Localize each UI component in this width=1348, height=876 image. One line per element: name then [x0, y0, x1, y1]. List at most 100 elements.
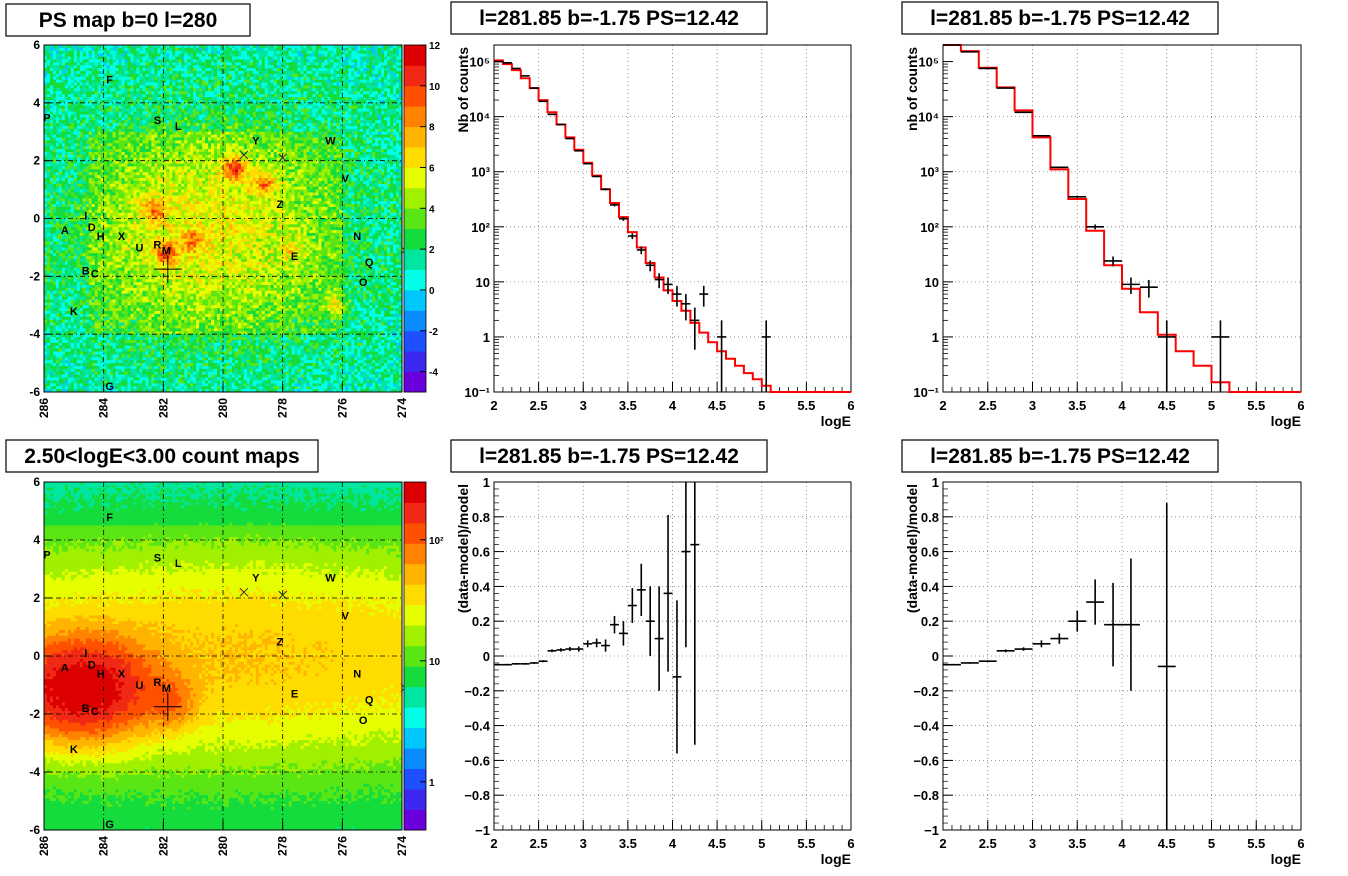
heatmap-cell: [68, 288, 71, 291]
heatmap-cell: [89, 236, 92, 239]
heatmap-cell: [53, 216, 56, 219]
heatmap-cell: [151, 106, 154, 109]
heatmap-cell: [154, 308, 157, 311]
heatmap-cell: [53, 175, 56, 178]
heatmap-cell: [86, 48, 89, 51]
heatmap-cell: [65, 80, 68, 83]
heatmap-cell: [77, 195, 80, 198]
heatmap-cell: [142, 129, 145, 132]
heatmap-cell: [77, 83, 80, 86]
heatmap-cell: [74, 103, 77, 106]
heatmap-cell: [59, 138, 62, 141]
heatmap-cell: [142, 94, 145, 97]
heatmap-cell: [110, 175, 113, 178]
heatmap-cell: [77, 164, 80, 167]
heatmap-cell: [101, 294, 104, 297]
heatmap-cell: [113, 323, 116, 326]
heatmap-cell: [151, 302, 154, 305]
heatmap-cell: [119, 155, 122, 158]
heatmap-cell: [136, 219, 139, 222]
heatmap-cell: [142, 337, 145, 340]
heatmap-cell: [74, 74, 77, 77]
heatmap-cell: [80, 233, 83, 236]
heatmap-cell: [134, 285, 137, 288]
heatmap-cell: [95, 187, 98, 190]
heatmap-cell: [142, 138, 145, 141]
heatmap-cell: [104, 117, 107, 120]
heatmap-cell: [56, 114, 59, 117]
heatmap-cell: [125, 100, 128, 103]
heatmap-cell: [83, 305, 86, 308]
heatmap-cell: [107, 207, 110, 210]
heatmap-cell: [116, 311, 119, 314]
heatmap-cell: [125, 103, 128, 106]
heatmap-cell: [122, 201, 125, 204]
heatmap-cell: [95, 378, 98, 381]
heatmap-cell: [110, 88, 113, 91]
heatmap-cell: [134, 201, 137, 204]
heatmap-cell: [128, 161, 131, 164]
heatmap-cell: [148, 48, 151, 51]
heatmap-cell: [113, 57, 116, 60]
heatmap-cell: [166, 91, 169, 94]
heatmap-cell: [128, 59, 131, 62]
heatmap-cell: [148, 357, 151, 360]
heatmap-cell: [68, 245, 71, 248]
heatmap-cell: [62, 126, 65, 129]
heatmap-cell: [122, 207, 125, 210]
heatmap-cell: [86, 360, 89, 363]
heatmap-cell: [104, 357, 107, 360]
heatmap-cell: [47, 268, 50, 271]
heatmap-cell: [92, 366, 95, 369]
heatmap-cell: [110, 328, 113, 331]
heatmap-cell: [71, 230, 74, 233]
heatmap-cell: [154, 224, 157, 227]
heatmap-cell: [77, 62, 80, 65]
heatmap-cell: [125, 114, 128, 117]
heatmap-cell: [128, 143, 131, 146]
heatmap-cell: [68, 357, 71, 360]
heatmap-cell: [110, 65, 113, 68]
heatmap-cell: [148, 337, 151, 340]
heatmap-cell: [134, 372, 137, 375]
heatmap-cell: [128, 91, 131, 94]
heatmap-cell: [71, 51, 74, 54]
heatmap-cell: [145, 74, 148, 77]
heatmap-cell: [77, 106, 80, 109]
heatmap-cell: [154, 135, 157, 138]
heatmap-cell: [92, 207, 95, 210]
heatmap-cell: [139, 85, 142, 88]
heatmap-cell: [128, 363, 131, 366]
heatmap-cell: [71, 245, 74, 248]
heatmap-cell: [104, 65, 107, 68]
heatmap-cell: [50, 140, 53, 143]
heatmap-cell: [65, 201, 68, 204]
heatmap-cell: [56, 210, 59, 213]
heatmap-cell: [56, 190, 59, 193]
heatmap-cell: [107, 126, 110, 129]
heatmap-cell: [65, 340, 68, 343]
heatmap-cell: [134, 48, 137, 51]
heatmap-cell: [163, 135, 166, 138]
heatmap-cell: [89, 302, 92, 305]
heatmap-cell: [59, 106, 62, 109]
heatmap-cell: [86, 253, 89, 256]
heatmap-cell: [71, 349, 74, 352]
heatmap-cell: [125, 85, 128, 88]
heatmap-cell: [68, 271, 71, 274]
heatmap-cell: [104, 166, 107, 169]
heatmap-cell: [151, 360, 154, 363]
heatmap-cell: [160, 146, 163, 149]
heatmap-cell: [56, 253, 59, 256]
heatmap-cell: [62, 250, 65, 253]
heatmap-cell: [134, 279, 137, 282]
heatmap-cell: [136, 132, 139, 135]
heatmap-cell: [125, 207, 128, 210]
heatmap-cell: [122, 334, 125, 337]
heatmap-cell: [83, 311, 86, 314]
heatmap-cell: [98, 126, 101, 129]
heatmap-cell: [95, 282, 98, 285]
heatmap-cell: [166, 71, 169, 74]
heatmap-cell: [157, 198, 160, 201]
heatmap-cell: [56, 187, 59, 190]
